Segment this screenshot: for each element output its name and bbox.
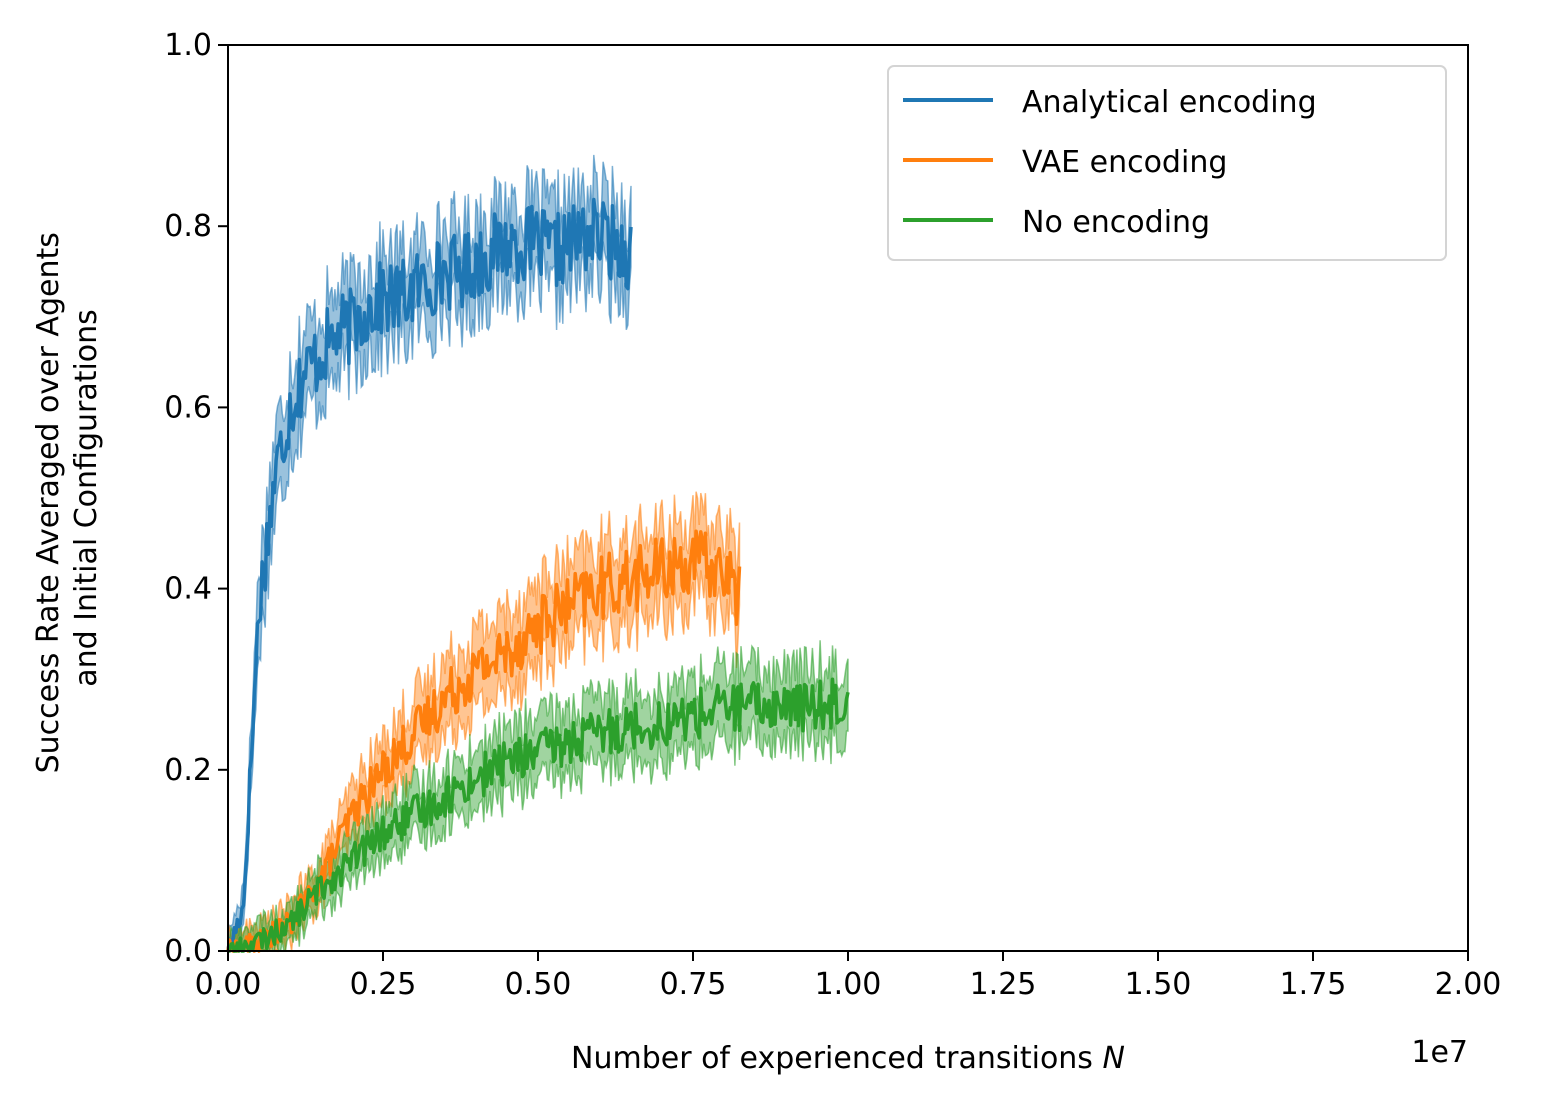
- band-no-encoding: [227, 640, 849, 952]
- legend-label-no-encoding: No encoding: [1022, 205, 1210, 240]
- x-tick-label: 1.75: [1280, 967, 1347, 1002]
- series-line-no-encoding: [227, 677, 850, 953]
- y-tick-label: 0.4: [164, 572, 212, 607]
- x-axis-label: Number of experienced transitions N: [571, 1041, 1125, 1076]
- x-tick-label: 1.25: [970, 967, 1037, 1002]
- legend-box: [887, 65, 1447, 261]
- y-tick-label: 0.8: [164, 209, 212, 244]
- series-line-vae: [226, 529, 742, 953]
- y-axis-label: Success Rate Averaged over Agents and In…: [31, 223, 104, 774]
- x-tick-label: 1.00: [815, 967, 882, 1002]
- x-tick-label: 0.25: [350, 967, 417, 1002]
- x-tick-label: 0.50: [505, 967, 572, 1002]
- legend: Analytical encoding VAE encoding No enco…: [887, 65, 1447, 261]
- x-tick-label: 2.00: [1435, 967, 1502, 1002]
- y-tick-label: 0.6: [164, 390, 212, 425]
- legend-label-vae: VAE encoding: [1022, 145, 1227, 180]
- x-axis-ticks: 0.00 0.25 0.50 0.75 1.00 1.25 1.50 1.75 2.00: [195, 951, 1502, 1002]
- y-tick-label: 0.2: [164, 753, 212, 788]
- legend-label-analytical: Analytical encoding: [1022, 85, 1317, 120]
- series-line-analytical: [226, 197, 633, 952]
- x-axis-scale-note: 1e7: [1411, 1035, 1468, 1070]
- y-axis-ticks: 0.0 0.2 0.4 0.6 0.8 1.0: [164, 28, 228, 969]
- series-lines: [226, 197, 850, 953]
- x-tick-label: 0.75: [660, 967, 727, 1002]
- y-tick-label: 1.0: [164, 28, 212, 63]
- confidence-bands: [227, 154, 849, 953]
- x-tick-label: 1.50: [1125, 967, 1192, 1002]
- y-tick-label: 0.0: [164, 934, 212, 969]
- x-tick-label: 0.00: [195, 967, 262, 1002]
- band-analytical: [227, 154, 632, 952]
